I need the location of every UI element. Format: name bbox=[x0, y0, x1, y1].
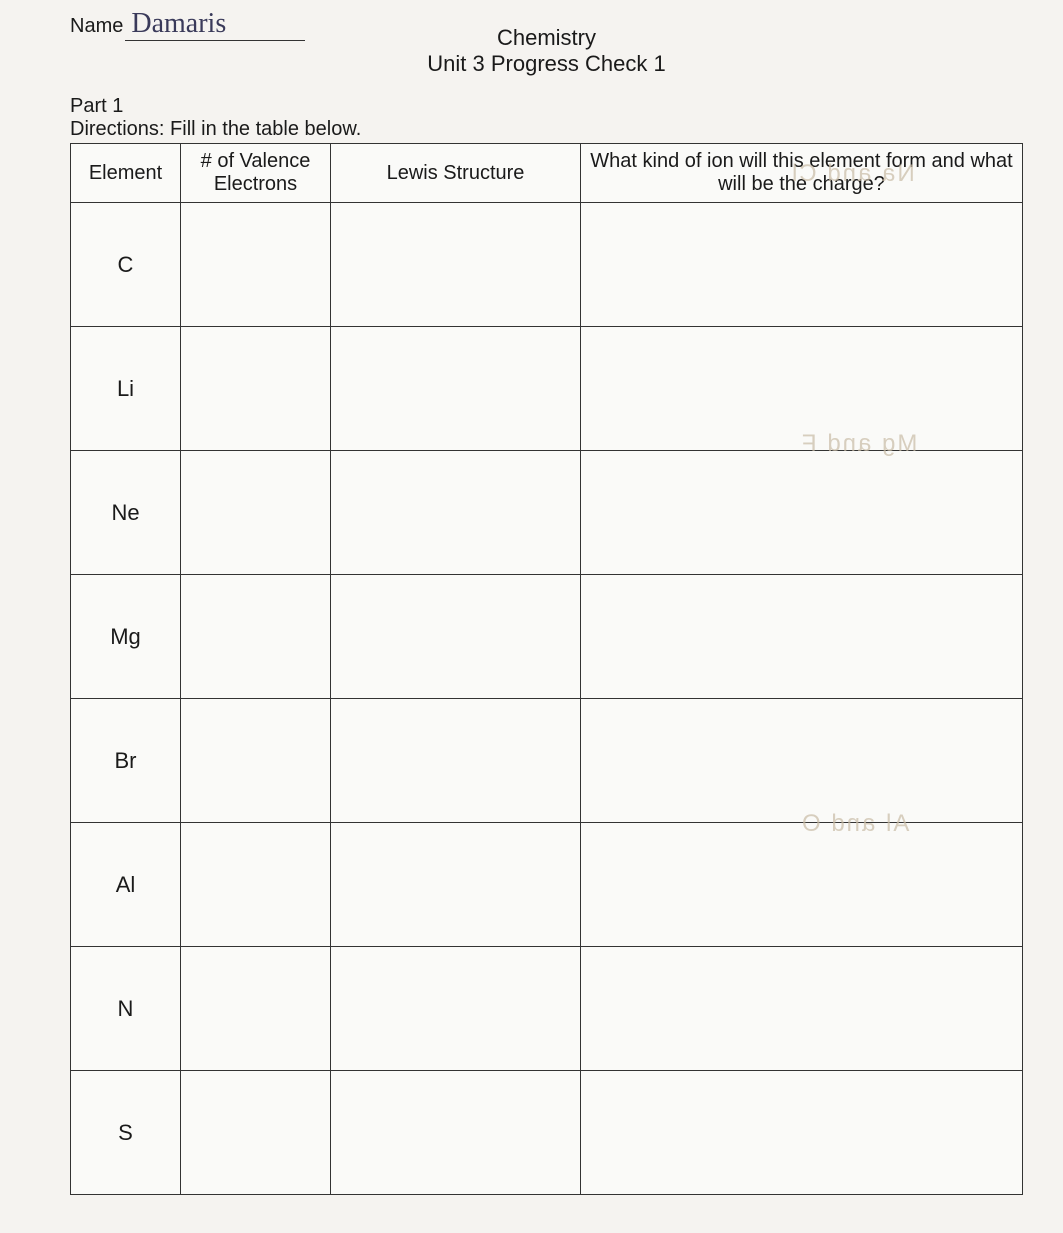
lewis-cell[interactable] bbox=[331, 947, 581, 1071]
lewis-cell[interactable] bbox=[331, 203, 581, 327]
ion-cell[interactable] bbox=[581, 1071, 1023, 1195]
valence-cell[interactable] bbox=[181, 327, 331, 451]
table-row: S bbox=[71, 1071, 1023, 1195]
ion-cell[interactable] bbox=[581, 575, 1023, 699]
ion-cell[interactable] bbox=[581, 451, 1023, 575]
table-row: Mg bbox=[71, 575, 1023, 699]
valence-cell[interactable] bbox=[181, 203, 331, 327]
lewis-cell[interactable] bbox=[331, 823, 581, 947]
ion-cell[interactable] bbox=[581, 327, 1023, 451]
valence-cell[interactable] bbox=[181, 451, 331, 575]
table-row: Li bbox=[71, 327, 1023, 451]
lewis-cell[interactable] bbox=[331, 699, 581, 823]
table-row: Br bbox=[71, 699, 1023, 823]
ion-cell[interactable] bbox=[581, 699, 1023, 823]
element-cell: Ne bbox=[71, 451, 181, 575]
col-header-lewis: Lewis Structure bbox=[331, 144, 581, 203]
col-header-ion: What kind of ion will this element form … bbox=[581, 144, 1023, 203]
name-value: Damaris bbox=[125, 8, 305, 41]
table-row: N bbox=[71, 947, 1023, 1071]
valence-cell[interactable] bbox=[181, 575, 331, 699]
element-cell: Al bbox=[71, 823, 181, 947]
directions-text: Directions: Fill in the table below. bbox=[70, 118, 1023, 141]
element-cell: S bbox=[71, 1071, 181, 1195]
element-cell: C bbox=[71, 203, 181, 327]
element-cell: Mg bbox=[71, 575, 181, 699]
unit-title: Unit 3 Progress Check 1 bbox=[70, 51, 1023, 77]
valence-cell[interactable] bbox=[181, 823, 331, 947]
col-header-element: Element bbox=[71, 144, 181, 203]
element-cell: Br bbox=[71, 699, 181, 823]
ion-cell[interactable] bbox=[581, 947, 1023, 1071]
lewis-cell[interactable] bbox=[331, 1071, 581, 1195]
element-cell: Li bbox=[71, 327, 181, 451]
valence-cell[interactable] bbox=[181, 947, 331, 1071]
lewis-cell[interactable] bbox=[331, 327, 581, 451]
table-row: Ne bbox=[71, 451, 1023, 575]
ion-cell[interactable] bbox=[581, 203, 1023, 327]
table-row: C bbox=[71, 203, 1023, 327]
name-label: Name bbox=[70, 15, 123, 38]
valence-cell[interactable] bbox=[181, 1071, 331, 1195]
table-header-row: Element # of Valence Electrons Lewis Str… bbox=[71, 144, 1023, 203]
part-label: Part 1 bbox=[70, 95, 1023, 118]
worksheet-table: Element # of Valence Electrons Lewis Str… bbox=[70, 143, 1023, 1195]
valence-cell[interactable] bbox=[181, 699, 331, 823]
lewis-cell[interactable] bbox=[331, 575, 581, 699]
element-cell: N bbox=[71, 947, 181, 1071]
col-header-valence: # of Valence Electrons bbox=[181, 144, 331, 203]
lewis-cell[interactable] bbox=[331, 451, 581, 575]
ion-cell[interactable] bbox=[581, 823, 1023, 947]
table-row: Al bbox=[71, 823, 1023, 947]
